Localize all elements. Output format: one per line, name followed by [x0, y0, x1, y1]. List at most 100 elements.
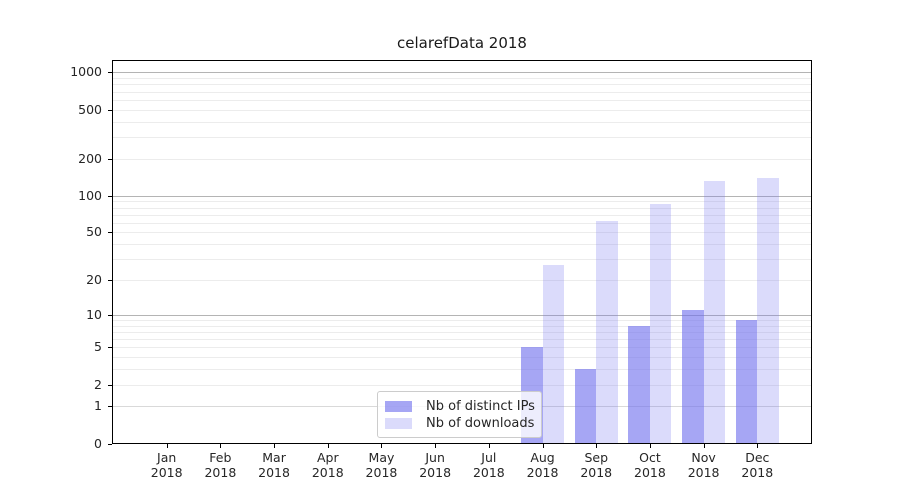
y-tick-mark: [108, 109, 112, 111]
y-tick-mark: [108, 443, 112, 445]
y-tick-label: 20: [86, 272, 102, 287]
x-tick-month: Feb: [209, 450, 232, 465]
x-tick-mark: [381, 444, 383, 448]
x-tick-label: Dec 2018: [729, 450, 785, 480]
x-tick-label: Jan 2018: [139, 450, 195, 480]
x-tick-year: 2018: [580, 465, 613, 480]
bar-downloads: [757, 177, 779, 443]
legend-label-downloads: Nb of downloads: [426, 416, 535, 431]
legend-swatch-distinct-ips: [385, 401, 412, 412]
y-tick-mark: [108, 280, 112, 281]
grid-line-minor: [113, 222, 811, 224]
x-tick-label: Jun 2018: [407, 450, 463, 480]
chart-title: celarefData 2018: [397, 34, 527, 52]
bar-distinct-ips: [628, 325, 650, 443]
y-tick-mark: [108, 314, 112, 316]
grid-line-minor: [113, 384, 811, 386]
y-tick-label: 200: [78, 150, 102, 166]
x-tick-label: Apr 2018: [300, 450, 356, 480]
grid-line-minor: [113, 347, 811, 349]
x-tick-mark: [274, 444, 276, 448]
x-tick-label: Aug 2018: [515, 450, 571, 480]
y-tick-label: 2: [94, 376, 102, 392]
grid-line-minor: [113, 214, 811, 216]
x-tick-month: Jan: [157, 450, 177, 465]
x-tick-month: Aug: [530, 450, 555, 465]
x-tick-mark: [220, 444, 222, 448]
grid-line-minor: [113, 357, 811, 359]
grid-line-minor: [113, 84, 811, 86]
x-tick-mark: [703, 444, 705, 448]
grid-line-minor: [113, 158, 811, 160]
grid-line-major: [113, 195, 811, 197]
x-tick-mark: [542, 444, 544, 448]
x-tick-mark: [488, 444, 490, 448]
x-tick-year: 2018: [204, 465, 237, 480]
grid-line-minor: [113, 109, 811, 111]
x-tick-month: Jul: [481, 450, 497, 465]
y-tick-mark: [108, 195, 112, 197]
x-tick-year: 2018: [687, 465, 720, 480]
y-tick-label: 1: [94, 398, 102, 414]
bar-distinct-ips: [682, 310, 704, 443]
x-tick-label: May 2018: [353, 450, 409, 480]
x-tick-year: 2018: [365, 465, 398, 480]
grid-line-minor: [113, 201, 811, 203]
x-tick-mark: [435, 444, 437, 448]
x-tick-label: Sep 2018: [568, 450, 624, 480]
x-tick-month: May: [368, 450, 395, 465]
y-tick-mark: [108, 384, 112, 386]
bar-downloads: [649, 204, 672, 443]
y-tick-mark: [108, 72, 112, 74]
y-tick-mark: [108, 158, 112, 160]
x-tick-mark: [166, 444, 168, 448]
grid-line-minor: [113, 331, 811, 333]
x-tick-mark: [649, 444, 651, 448]
x-tick-mark: [757, 444, 759, 448]
grid-line-minor: [113, 91, 811, 93]
y-tick-label: 5: [94, 339, 102, 355]
x-tick-year: 2018: [419, 465, 452, 480]
x-tick-label: Mar 2018: [246, 450, 302, 480]
bar-distinct-ips: [574, 369, 597, 443]
y-tick-mark: [108, 347, 112, 349]
y-tick-label: 100: [78, 187, 102, 203]
x-tick-month: Sep: [584, 450, 608, 465]
y-tick-label: 1000: [70, 64, 102, 80]
x-tick-month: Mar: [262, 450, 286, 465]
grid-line-minor: [113, 232, 811, 234]
x-tick-mark: [327, 444, 329, 448]
y-tick-mark: [108, 232, 112, 234]
x-tick-year: 2018: [634, 465, 666, 480]
bar-downloads: [542, 264, 565, 443]
y-tick-label: 50: [86, 224, 102, 240]
x-tick-year: 2018: [741, 465, 774, 480]
x-tick-label: Feb 2018: [192, 450, 248, 480]
grid-line-minor: [113, 280, 811, 281]
x-tick-month: Nov: [691, 450, 716, 465]
legend-label-distinct-ips: Nb of distinct IPs: [426, 399, 535, 414]
y-tick-mark: [108, 406, 112, 408]
x-tick-month: Dec: [745, 450, 770, 465]
grid-line-minor: [113, 99, 811, 101]
grid-line-minor: [113, 369, 811, 371]
x-tick-year: 2018: [472, 465, 505, 480]
x-tick-label: Jul 2018: [461, 450, 517, 480]
grid-line-minor: [113, 319, 811, 321]
x-tick-year: 2018: [150, 465, 183, 480]
grid-line-minor: [113, 207, 811, 209]
legend-entry-distinct-ips: Nb of distinct IPs: [385, 399, 535, 414]
y-tick-label: 500: [78, 101, 102, 117]
legend-entry-downloads: Nb of downloads: [385, 416, 535, 431]
y-tick-label: 10: [86, 306, 102, 322]
x-tick-month: Jun: [425, 450, 445, 465]
y-tick-label: 0: [94, 435, 102, 451]
grid-line-minor: [113, 325, 811, 327]
bar-downloads: [703, 181, 726, 443]
legend-swatch-downloads: [385, 418, 412, 429]
grid-line-minor: [113, 259, 811, 261]
grid-line-major: [113, 72, 811, 74]
x-tick-label: Nov 2018: [676, 450, 732, 480]
grid-line-minor: [113, 244, 811, 246]
